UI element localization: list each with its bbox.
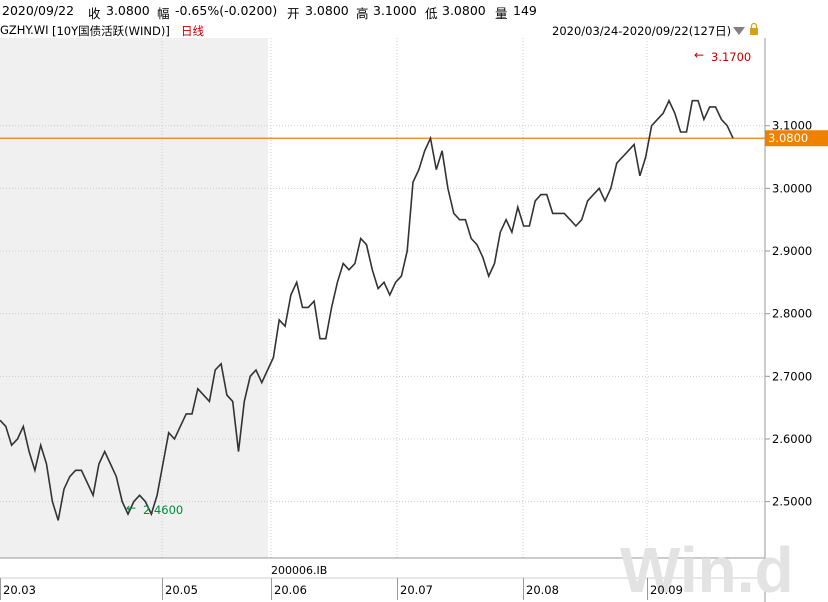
low-label: 低 (425, 6, 438, 21)
y-tick-label: 2.6000 (772, 432, 812, 446)
close-value: 3.0800 (106, 3, 150, 18)
close-label: 收 (88, 6, 101, 21)
quote-date: 2020/09/22 (2, 3, 75, 18)
max-value-label: 3.1700 (711, 50, 751, 64)
high-label: 高 (356, 6, 369, 21)
period-label[interactable]: 日线 (181, 24, 204, 38)
change-label: 幅 (157, 6, 170, 21)
x-tick-label: 20.07 (400, 583, 433, 597)
x-axis-ticks: 20.03 20.05 20.06 20.07 20.08 20.09 (0, 578, 683, 600)
instrument-name: [10Y国债活跃(WIND)] (52, 24, 170, 38)
instrument-code: GZHY.WI (0, 23, 49, 37)
y-tick-label: 2.8000 (772, 307, 812, 321)
volume-value: 149 (513, 3, 537, 18)
min-annotation: ← 2.4600 (126, 501, 183, 517)
y-tick-label: 2.9000 (772, 244, 812, 258)
open-label: 开 (287, 6, 300, 21)
history-shade-region (0, 38, 268, 558)
y-axis-ticks: 2.5000 2.6000 2.7000 2.8000 2.9000 3.0000 3.10… (765, 119, 812, 509)
x-tick-label: 20.09 (650, 583, 683, 597)
x-tick-label: 20.06 (274, 583, 307, 597)
x-tick-label: 20.03 (3, 583, 36, 597)
y-tick-label: 2.7000 (772, 369, 812, 383)
volume-label: 量 (495, 6, 508, 21)
lock-icon[interactable] (750, 22, 758, 35)
y-tick-label: 3.0000 (772, 181, 812, 195)
date-range[interactable]: 2020/03/24-2020/09/22(127日) (552, 24, 732, 38)
price-series-line (0, 98, 734, 521)
high-value: 3.1000 (373, 3, 417, 18)
last-price-tag-text: 3.0800 (768, 131, 808, 145)
range-dropdown-icon[interactable] (733, 27, 745, 35)
y-tick-label: 3.1000 (772, 119, 812, 133)
change-value: -0.65%(-0.0200) (175, 3, 278, 18)
left-arrow-icon: ← (126, 501, 136, 515)
low-value: 3.0800 (442, 3, 486, 18)
open-value: 3.0800 (305, 3, 349, 18)
min-value-label: 2.4600 (143, 503, 183, 517)
max-annotation: ← 3.1700 (694, 48, 751, 64)
watermark: Win.d (620, 534, 794, 602)
last-price-tag: 3.0800 (765, 130, 828, 147)
x-tick-label: 20.08 (526, 583, 559, 597)
x-tick-label: 20.05 (165, 583, 198, 597)
y-tick-label: 2.5000 (772, 495, 812, 509)
bond-code-label: 200006.IB (271, 564, 327, 577)
instrument-bar: GZHY.WI [10Y国债活跃(WIND)] 日线 2020/03/24-20… (0, 22, 828, 38)
quote-header: 2020/09/22 收 3.0800 幅 -0.65%(-0.0200) 开 … (0, 0, 828, 22)
left-arrow-icon: ← (694, 48, 704, 62)
